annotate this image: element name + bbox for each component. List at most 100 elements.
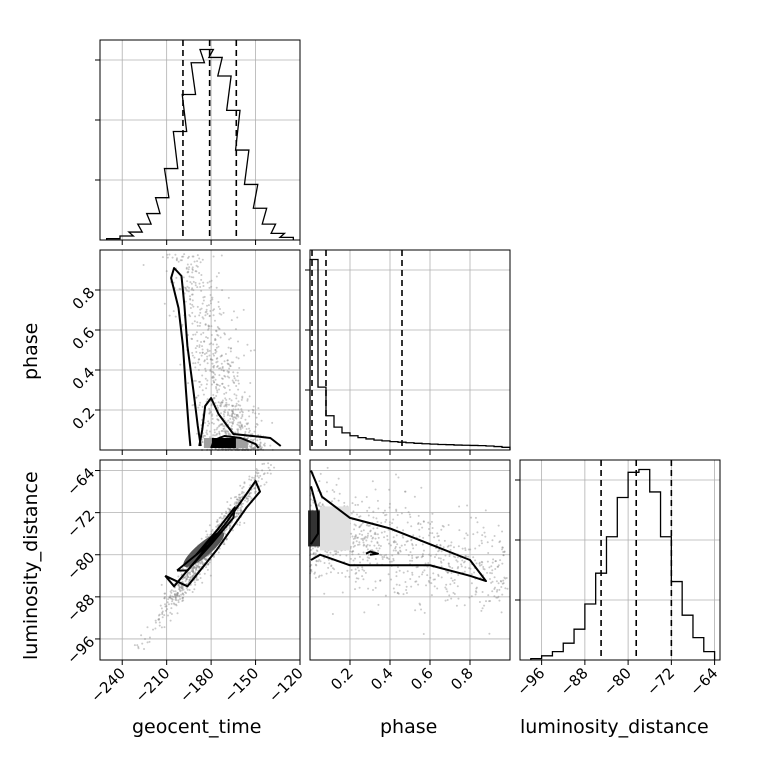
pair-panel-1-point: [223, 543, 226, 546]
pair-panel-0-point: [220, 401, 223, 404]
pair-panel-2-point: [501, 546, 504, 549]
pair-panel-2-point: [476, 521, 479, 524]
pair-panel-0-point: [165, 270, 168, 273]
pair-panel-1-point: [168, 596, 171, 599]
pair-panel-1-point: [249, 491, 252, 494]
pair-panel-2-point: [398, 584, 401, 587]
pair-panel-2-point: [352, 537, 355, 540]
pair-panel-2-point: [488, 566, 491, 569]
pair-panel-1-point: [216, 520, 219, 523]
pair-panel-1-point: [146, 641, 149, 644]
pair-panel-2-point: [405, 592, 408, 595]
pair-panel-2-point: [311, 547, 314, 550]
pair-panel-1-point: [180, 585, 183, 588]
pair-panel-0-point: [250, 447, 253, 450]
pair-panel-2-point: [440, 528, 443, 531]
pair-panel-1-point: [235, 502, 238, 505]
pair-panel-0-point: [216, 389, 219, 392]
pair-panel-2-point: [427, 580, 430, 583]
pair-panel-0-point: [212, 422, 215, 425]
pair-panel-1-point: [254, 490, 257, 493]
pair-panel-2-point: [474, 559, 477, 562]
pair-panel-1-point: [190, 569, 193, 572]
pair-panel-2-point: [318, 574, 321, 577]
hist-panel-2-bar-11: [650, 492, 661, 660]
pair-panel-0-point: [219, 355, 222, 358]
pair-panel-0-point: [225, 405, 228, 408]
hist-panel-1-bar-21: [478, 446, 486, 450]
pair-panel-2-point: [482, 567, 485, 570]
pair-panel-2-point: [491, 590, 494, 593]
pair-panel-2-point: [414, 580, 417, 583]
pair-panel-2-point: [447, 563, 450, 566]
pair-panel-1-point: [177, 601, 180, 604]
pair-panel-2-point: [417, 555, 420, 558]
pair-panel-1-point: [191, 567, 194, 570]
pair-panel-2-point: [467, 548, 470, 551]
pair-panel-0-point: [174, 253, 177, 256]
pair-panel-0-point: [212, 366, 215, 369]
pair-panel-0-point: [239, 421, 242, 424]
pair-panel-2-point: [483, 568, 486, 571]
pair-panel-0-point: [240, 398, 243, 401]
pair-panel-0-point: [244, 447, 247, 450]
pair-panel-0-point: [218, 430, 221, 433]
pair-panel-2-point: [372, 589, 375, 592]
pair-panel-2-point: [465, 555, 468, 558]
pair-panel-2-point: [395, 575, 398, 578]
pair-panel-1-point: [158, 624, 161, 627]
pair-panel-0-point: [205, 383, 208, 386]
pair-panel-1-point: [200, 560, 203, 563]
pair-panel-1-point: [174, 593, 177, 596]
pair-panel-2-point: [449, 565, 452, 568]
pair-panel-2-point: [351, 553, 354, 556]
pair-panel-2-point: [321, 503, 324, 506]
pair-panel-0-point: [210, 325, 213, 328]
pair-panel-0-point: [184, 286, 187, 289]
pair-panel-2-point: [449, 544, 452, 547]
pair-panel-2-point: [475, 586, 478, 589]
pair-panel-1-point: [236, 498, 239, 501]
pair-panel-2-point: [440, 561, 443, 564]
pair-panel-1-point: [181, 578, 184, 581]
pair-panel-0-point: [205, 351, 208, 354]
pair-panel-1-point: [178, 586, 181, 589]
pair-panel-2-point: [451, 579, 454, 582]
pair-panel-1-point: [186, 573, 189, 576]
pair-panel-0-point: [232, 447, 235, 450]
pair-panel-2-point: [354, 557, 357, 560]
pair-panel-2-point: [395, 534, 398, 537]
pair-panel-0-point: [188, 266, 191, 269]
pair-panel-1-point: [240, 510, 243, 513]
pair-panel-2-point: [372, 516, 375, 519]
pair-panel-0-point: [232, 419, 235, 422]
pair-panel-1-point: [194, 569, 197, 572]
pair-panel-2-point: [462, 561, 465, 564]
pair-panel-1-point: [166, 608, 169, 611]
pair-panel-0-point: [202, 299, 205, 302]
pair-panel-1-point: [171, 595, 174, 598]
pair-panel-0-point: [219, 404, 222, 407]
pair-panel-1-point: [220, 512, 223, 515]
pair-panel-0-point: [210, 370, 213, 373]
pair-panel-2-point: [394, 541, 397, 544]
pair-panel-0-point: [253, 349, 256, 352]
pair-panel-2-frame: [309, 459, 511, 661]
pair-panel-0-point: [208, 436, 211, 439]
pair-panel-0-point: [260, 419, 263, 422]
pair-panel-0-point: [206, 433, 209, 436]
pair-panel-1-point: [230, 497, 233, 500]
pair-panel-2-point: [487, 551, 490, 554]
pair-panel-1-point: [254, 475, 257, 478]
pair-panel-1-point: [170, 607, 173, 610]
pair-panel-1-point: [259, 484, 262, 487]
pair-panel-1-point: [234, 515, 237, 518]
pair-panel-2-point: [482, 526, 485, 529]
pair-panel-0-point: [242, 308, 245, 311]
pair-panel-0-point: [186, 280, 189, 283]
pair-panel-2-point: [495, 596, 498, 599]
pair-panel-0-point: [220, 362, 223, 365]
pair-panel-1-point: [257, 476, 260, 479]
pair-panel-2-point: [493, 595, 496, 598]
pair-panel-2-point: [497, 564, 500, 567]
